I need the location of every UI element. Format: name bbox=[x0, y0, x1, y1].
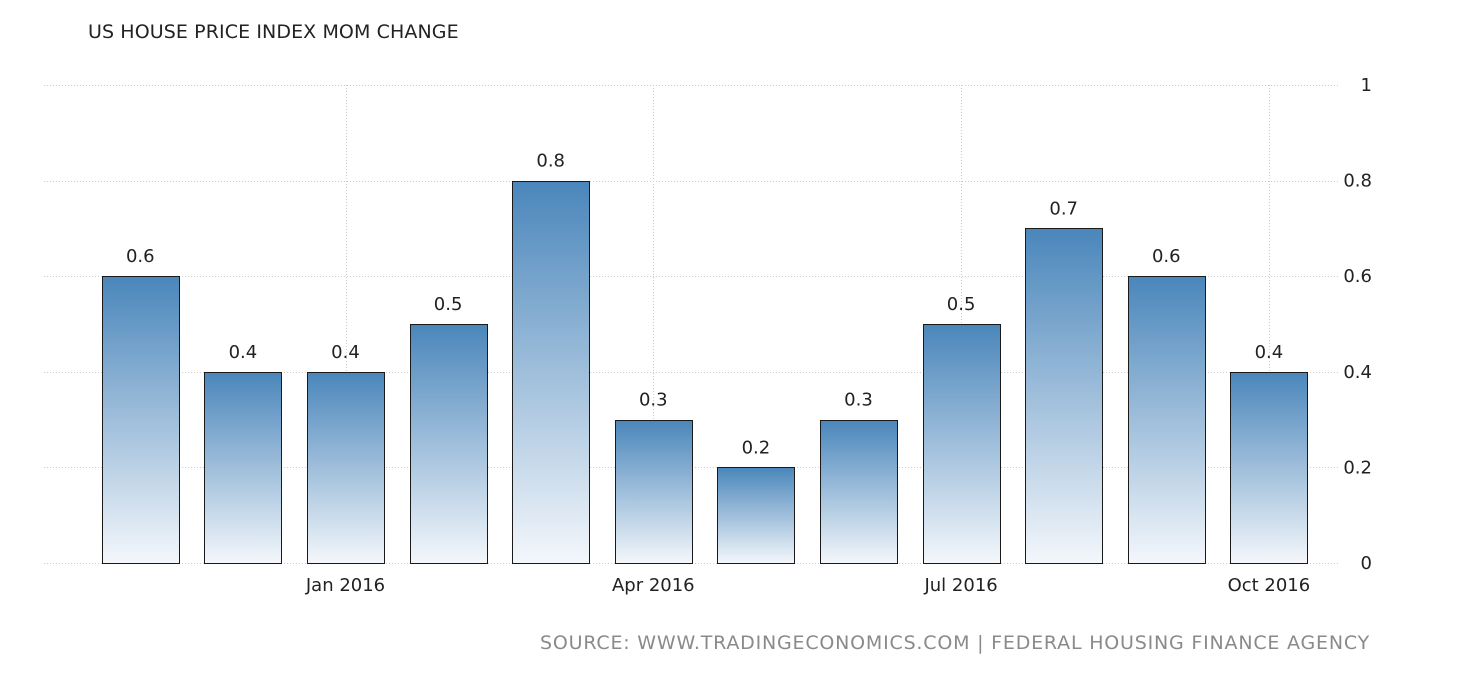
bar bbox=[615, 420, 693, 564]
bar bbox=[1128, 276, 1206, 564]
data-labels: 0.6 0.4 0.4 0.5 0.8 0.3 0.2 0.3 0.5 0.7 0.6 0.4 bbox=[126, 151, 1283, 459]
bar-value-label: 0.3 bbox=[639, 390, 668, 411]
x-tick-label: Apr 2016 bbox=[612, 575, 695, 596]
y-axis: 0 0.2 0.4 0.6 0.8 1 bbox=[1343, 75, 1372, 574]
bar-value-label: 0.2 bbox=[742, 437, 771, 458]
bar-value-label: 0.4 bbox=[331, 342, 360, 363]
bars bbox=[102, 181, 1308, 564]
bar-value-label: 0.8 bbox=[536, 151, 565, 172]
y-tick-label: 0.6 bbox=[1343, 266, 1372, 287]
y-tick-label: 0.4 bbox=[1343, 362, 1372, 383]
bar-value-label: 0.5 bbox=[947, 294, 976, 315]
x-tick-label: Jul 2016 bbox=[923, 575, 997, 596]
x-axis: Jan 2016 Apr 2016 Jul 2016 Oct 2016 bbox=[305, 575, 1310, 596]
bar bbox=[717, 467, 795, 564]
bar-value-label: 0.5 bbox=[434, 294, 463, 315]
bar bbox=[923, 324, 1001, 564]
bar bbox=[410, 324, 488, 564]
bar-value-label: 0.6 bbox=[126, 246, 155, 267]
bar bbox=[1025, 228, 1103, 564]
bar bbox=[820, 420, 898, 564]
bar bbox=[204, 372, 282, 564]
bar-value-label: 0.7 bbox=[1049, 198, 1078, 219]
chart-title: US HOUSE PRICE INDEX MOM CHANGE bbox=[88, 21, 459, 43]
bar bbox=[512, 181, 590, 564]
y-tick-label: 0 bbox=[1361, 553, 1372, 574]
bar bbox=[307, 372, 385, 564]
bar-value-label: 0.3 bbox=[844, 390, 873, 411]
source-note: SOURCE: WWW.TRADINGECONOMICS.COM | FEDER… bbox=[540, 632, 1370, 654]
bar-value-label: 0.4 bbox=[229, 342, 258, 363]
bar bbox=[102, 276, 180, 564]
bar bbox=[1230, 372, 1308, 564]
bar-value-label: 0.4 bbox=[1255, 342, 1284, 363]
y-tick-label: 1 bbox=[1361, 75, 1372, 96]
y-tick-label: 0.8 bbox=[1343, 171, 1372, 192]
x-tick-label: Jan 2016 bbox=[305, 575, 385, 596]
x-tick-label: Oct 2016 bbox=[1228, 575, 1311, 596]
y-tick-label: 0.2 bbox=[1343, 457, 1372, 478]
bar-value-label: 0.6 bbox=[1152, 246, 1181, 267]
